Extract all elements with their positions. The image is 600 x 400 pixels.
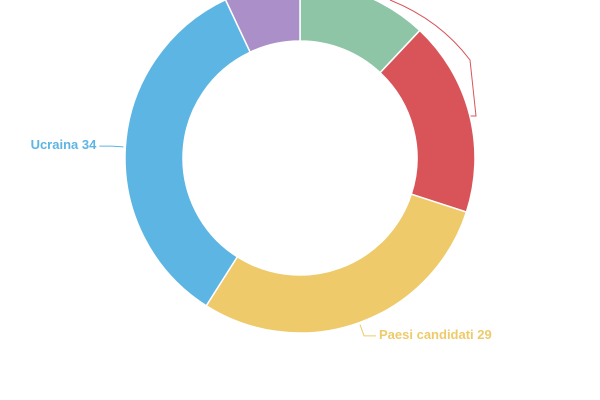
cut-leader-line: [389, 0, 477, 117]
donut-segment: [224, 0, 301, 54]
donut-segment: [205, 193, 468, 334]
segment-label: Paesi candidati 29: [379, 327, 492, 342]
leader-line: [359, 324, 377, 337]
segment-name: Ucraina: [31, 138, 79, 153]
segment-name: Paesi candidati: [379, 327, 474, 342]
donut-segment: [124, 0, 252, 307]
segment-value: 34: [82, 138, 97, 153]
segment-value: 29: [477, 327, 491, 342]
segment-label: Ucraina 34: [31, 138, 98, 153]
leader-line: [99, 145, 124, 148]
donut-segment: [379, 29, 476, 214]
